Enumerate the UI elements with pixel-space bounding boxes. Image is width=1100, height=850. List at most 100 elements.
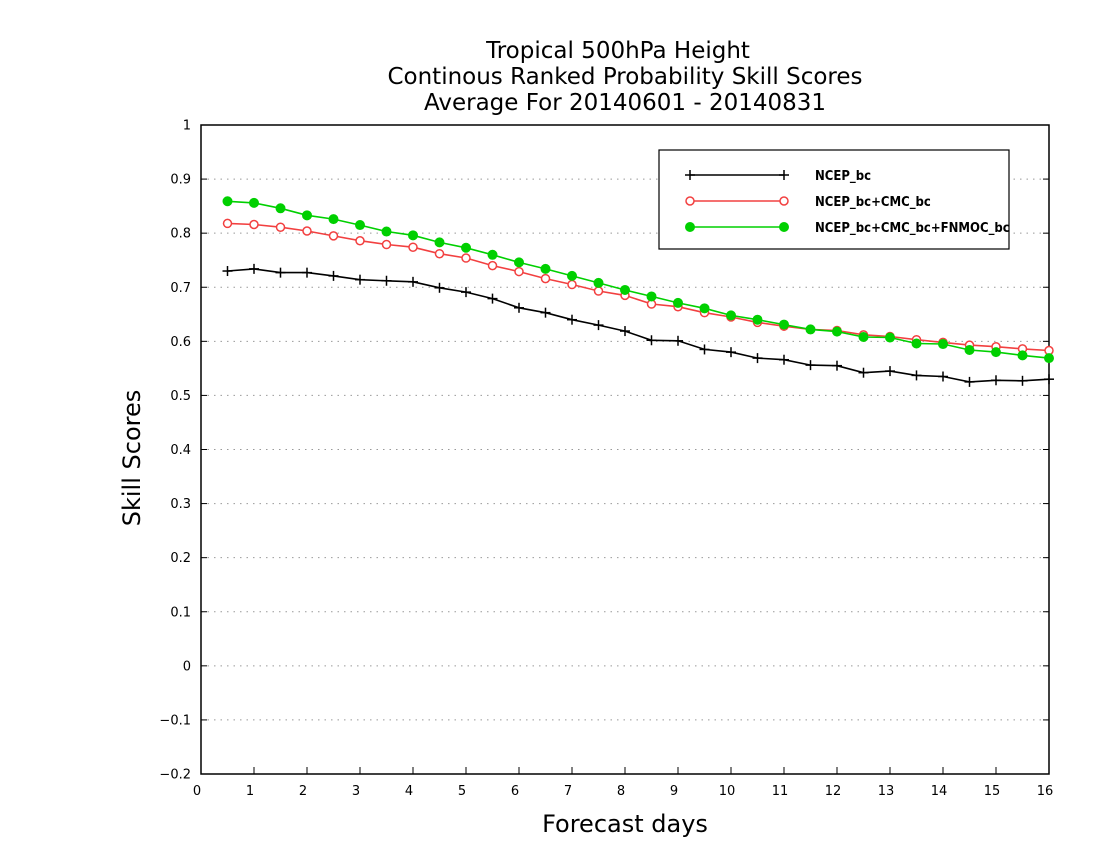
data-point bbox=[328, 270, 339, 281]
data-point bbox=[249, 219, 259, 230]
x-tick-label: 11 bbox=[772, 784, 789, 799]
chart-title: Tropical 500hPa Height Continous Ranked … bbox=[387, 38, 862, 116]
x-tick-label: 14 bbox=[931, 784, 948, 799]
data-point bbox=[355, 274, 365, 285]
data-point bbox=[567, 314, 577, 325]
y-tick-label: 1 bbox=[183, 119, 191, 134]
data-point bbox=[620, 284, 630, 295]
data-point bbox=[355, 220, 365, 231]
data-point bbox=[805, 360, 816, 371]
data-point bbox=[805, 324, 816, 335]
legend-label: NCEP_bc+CMC_bc+FNMOC_bc bbox=[815, 221, 1010, 236]
x-axis-label: Forecast days bbox=[542, 810, 708, 838]
legend-label: NCEP_bc bbox=[815, 169, 871, 184]
y-tick-label: 0.9 bbox=[170, 173, 191, 188]
y-axis: 1 0.9 0.8 0.7 0.6 0.5 0.4 0.3 0.2 0.1 0 −0.1 −0.2 bbox=[159, 119, 1049, 783]
data-point bbox=[408, 242, 418, 252]
data-point bbox=[885, 366, 895, 377]
data-point bbox=[355, 235, 365, 246]
data-point bbox=[302, 267, 312, 278]
data-point bbox=[1044, 374, 1054, 385]
data-point bbox=[275, 222, 286, 232]
series-1 bbox=[222, 263, 1054, 387]
legend-entry: NCEP_bc+CMC_bc+FNMOC_bc bbox=[685, 221, 1010, 236]
legend-marker bbox=[685, 222, 695, 232]
data-point bbox=[434, 248, 445, 259]
data-point bbox=[593, 277, 604, 288]
x-tick-label: 9 bbox=[670, 784, 678, 799]
data-point bbox=[540, 263, 551, 274]
data-point bbox=[434, 237, 445, 248]
data-point bbox=[752, 353, 763, 364]
x-tick-label: 12 bbox=[825, 784, 842, 799]
x-tick-label: 7 bbox=[564, 784, 572, 799]
x-tick-label: 10 bbox=[719, 784, 736, 799]
y-tick-label: 0.2 bbox=[170, 551, 191, 566]
data-point bbox=[275, 203, 286, 214]
data-point bbox=[487, 260, 498, 271]
data-point bbox=[832, 360, 842, 371]
y-tick-label: −0.2 bbox=[159, 768, 191, 783]
data-point bbox=[620, 326, 630, 337]
y-tick-label: 0 bbox=[183, 659, 191, 674]
data-point bbox=[1044, 353, 1054, 364]
data-point bbox=[911, 338, 922, 349]
x-axis: 0 1 2 3 4 5 6 7 8 9 10 11 12 13 14 15 16 bbox=[193, 767, 1053, 799]
legend-label: NCEP_bc+CMC_bc bbox=[815, 195, 931, 210]
legend-marker bbox=[685, 170, 695, 180]
data-point bbox=[487, 293, 498, 304]
data-point bbox=[249, 263, 259, 274]
data-point bbox=[752, 314, 763, 325]
data-point bbox=[302, 226, 312, 236]
legend-entry: NCEP_bc+CMC_bc bbox=[685, 195, 931, 210]
data-point bbox=[461, 287, 471, 298]
data-point bbox=[302, 210, 312, 221]
y-tick-label: 0.6 bbox=[170, 335, 191, 350]
data-point bbox=[779, 354, 789, 365]
data-point bbox=[593, 320, 604, 331]
x-tick-label: 5 bbox=[458, 784, 466, 799]
grid-lines bbox=[201, 178, 1049, 721]
data-point bbox=[673, 335, 683, 346]
x-tick-label: 0 bbox=[193, 784, 201, 799]
title-line-3: Average For 20140601 - 20140831 bbox=[424, 90, 826, 116]
x-tick-label: 3 bbox=[352, 784, 360, 799]
data-point bbox=[487, 249, 498, 260]
y-tick-label: 0.8 bbox=[170, 227, 191, 242]
data-point bbox=[964, 376, 975, 387]
y-tick-label: 0.3 bbox=[170, 497, 191, 512]
data-point bbox=[858, 367, 869, 378]
series-line bbox=[227, 268, 1050, 383]
data-point bbox=[514, 257, 524, 268]
data-point bbox=[991, 347, 1001, 358]
data-point bbox=[593, 286, 604, 296]
legend-marker bbox=[779, 170, 789, 180]
data-point bbox=[222, 196, 233, 207]
y-tick-label: 0.1 bbox=[170, 605, 191, 620]
x-tick-label: 13 bbox=[878, 784, 895, 799]
data-point bbox=[699, 344, 710, 355]
data-point bbox=[461, 253, 471, 263]
data-point bbox=[434, 282, 445, 293]
legend: NCEP_bc NCEP_bc+CMC_bc NCEP_bc+CMC_bc+FNMO… bbox=[658, 149, 1010, 250]
data-point bbox=[858, 332, 869, 343]
data-point bbox=[540, 307, 551, 318]
data-point bbox=[673, 297, 683, 308]
data-point bbox=[381, 239, 392, 250]
data-point bbox=[275, 267, 286, 278]
data-point bbox=[381, 226, 392, 237]
series-layer bbox=[222, 196, 1054, 387]
y-tick-label: −0.1 bbox=[159, 713, 191, 728]
title-line-2: Continous Ranked Probability Skill Score… bbox=[387, 64, 862, 90]
data-point bbox=[885, 332, 895, 343]
y-tick-label: 0.7 bbox=[170, 281, 191, 296]
data-point bbox=[726, 310, 736, 321]
data-point bbox=[567, 270, 577, 281]
data-point bbox=[249, 197, 259, 208]
data-point bbox=[408, 230, 418, 241]
data-point bbox=[991, 375, 1001, 386]
x-tick-label: 4 bbox=[405, 784, 413, 799]
data-point bbox=[408, 276, 418, 287]
y-axis-label: Skill Scores bbox=[118, 390, 146, 527]
data-point bbox=[726, 347, 736, 358]
